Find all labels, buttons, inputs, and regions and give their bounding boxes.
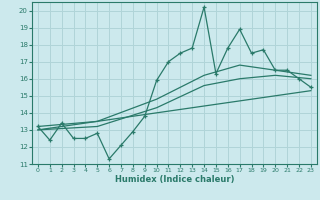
X-axis label: Humidex (Indice chaleur): Humidex (Indice chaleur) [115,175,234,184]
